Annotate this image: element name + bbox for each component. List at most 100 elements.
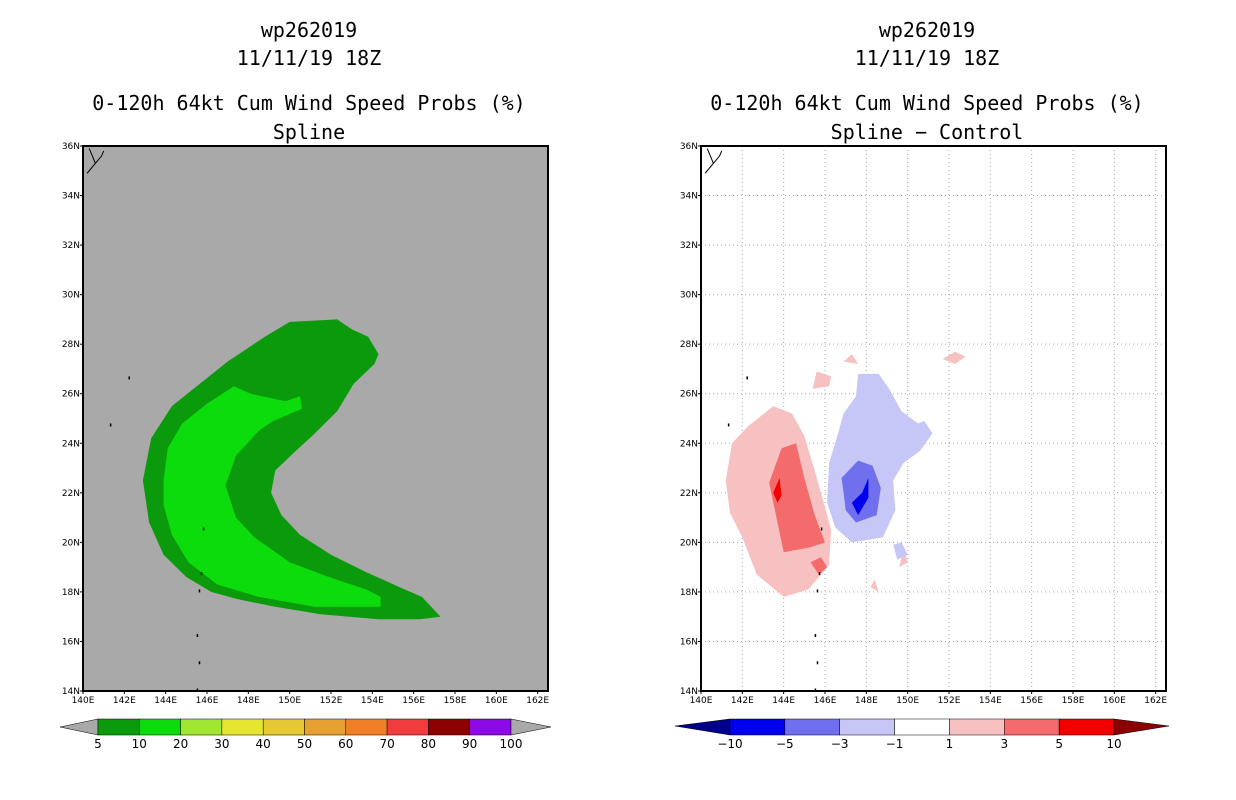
colorbar-swatch [345, 718, 388, 736]
x-tick-label: 146E [814, 696, 837, 706]
colorbar-swatch [304, 718, 347, 736]
island-marker [818, 572, 821, 576]
contour-level-1 [942, 351, 966, 364]
colorbar-label: 10 [132, 737, 147, 751]
y-tick-label: 16N [680, 637, 698, 647]
panel-difference: wp262019 11/11/19 18Z 0-120h 64kt Cum Wi… [618, 0, 1236, 800]
x-tick-label: 160E [1103, 696, 1126, 706]
contour-level-1 [812, 371, 832, 389]
contour-level-3 [769, 443, 825, 553]
x-tick-label: 156E [402, 696, 425, 706]
colorbar-swatch [1058, 718, 1115, 736]
colorbar-label: −5 [776, 737, 794, 751]
difference-map: 140E 142E 144E 146E 148E 150E 152E 154E 156E 158E… [674, 142, 1170, 751]
colorbar-label: 1 [946, 737, 954, 751]
storm-id-title: wp262019 [260, 18, 358, 42]
contour-level-1 [843, 354, 859, 364]
x-tick-label: 158E [444, 696, 467, 706]
colorbar-swatch [180, 718, 223, 736]
x-tick-label: 148E [855, 696, 878, 706]
island-marker [816, 589, 819, 593]
plot-frame [700, 145, 1167, 692]
x-tick-label: 144E [154, 696, 177, 706]
y-tick-label: 30N [62, 291, 80, 301]
contour-level-1 [870, 579, 879, 592]
colorbar-end-triangle [674, 718, 731, 736]
y-tick-label: 36N [62, 142, 80, 152]
y-tick-label: 36N [680, 142, 698, 152]
colorbar-label: 40 [256, 737, 271, 751]
x-tick-label: 152E [938, 696, 961, 706]
y-tick-label: 24N [680, 439, 698, 449]
product-title: 0-120h 64kt Cum Wind Speed Probs (%) [92, 91, 526, 115]
y-tick-label: 34N [62, 192, 80, 202]
x-tick-label: 142E [113, 696, 136, 706]
x-tick-label: 156E [1020, 696, 1043, 706]
colorbar-label: 5 [94, 737, 102, 751]
x-tick-label: 162E [1144, 696, 1167, 706]
island-marker [109, 423, 112, 427]
y-tick-label: 26N [62, 390, 80, 400]
colorbar-label: 5 [1055, 737, 1063, 751]
colorbar-swatch [139, 718, 181, 736]
contour-level-5 [773, 478, 782, 503]
probability-map: 140E 142E 144E 146E 148E 150E 152E 154E 156E 158E… [59, 142, 552, 751]
colorbar-swatch [262, 718, 305, 736]
colorbar-end-triangle [510, 718, 552, 736]
colorbar-label: 90 [462, 737, 477, 751]
contour-level-neg5 [851, 478, 869, 516]
y-tick-label: 28N [680, 340, 698, 350]
island-marker [727, 423, 730, 427]
island-marker [816, 661, 819, 665]
y-tick-label: 16N [62, 637, 80, 647]
storm-id-title: wp262019 [878, 18, 976, 42]
island-marker [198, 589, 201, 593]
x-tick-label: 162E [526, 696, 549, 706]
colorbar-swatch [221, 718, 264, 736]
x-tick-label: 160E [485, 696, 508, 706]
colorbar-label: 60 [338, 737, 353, 751]
y-tick-label: 14N [680, 687, 698, 697]
island-marker [198, 661, 201, 665]
colorbar-label: 70 [379, 737, 394, 751]
colorbar-swatch [428, 718, 470, 736]
y-tick-label: 22N [62, 489, 80, 499]
x-tick-label: 142E [731, 696, 754, 706]
island-marker [202, 527, 205, 531]
colorbar-end-triangle [59, 718, 99, 736]
plot-frame [82, 145, 549, 692]
x-tick-label: 158E [1062, 696, 1085, 706]
y-tick-label: 20N [680, 538, 698, 548]
colorbar-label: 10 [1106, 737, 1121, 751]
colorbar-end-triangle [1113, 718, 1170, 736]
island-marker [814, 634, 817, 638]
y-tick-label: 20N [62, 538, 80, 548]
x-tick-label: 140E [690, 696, 713, 706]
y-tick-label: 32N [680, 241, 698, 251]
colorbar-swatch [1004, 718, 1060, 736]
contour-level-1 [899, 547, 908, 568]
y-tick-label: 24N [62, 439, 80, 449]
panel-subtitle: Spline − Control [830, 120, 1024, 144]
x-tick-label: 150E [896, 696, 919, 706]
island-marker [196, 634, 199, 638]
colorbar-swatch [386, 718, 429, 736]
x-tick-label: 140E [72, 696, 95, 706]
colorbar-swatch [784, 718, 840, 736]
colorbar-label: 3 [1000, 737, 1008, 751]
contour-level-neg3 [841, 460, 881, 523]
colorbar-label: 50 [297, 737, 312, 751]
x-tick-label: 154E [361, 696, 384, 706]
x-tick-label: 152E [320, 696, 343, 706]
colorbar-swatch [97, 718, 140, 736]
y-tick-label: 18N [680, 588, 698, 598]
colorbar-swatch [729, 718, 786, 736]
y-tick-label: 26N [680, 390, 698, 400]
colorbar-label: 100 [500, 737, 523, 751]
x-tick-label: 150E [278, 696, 301, 706]
y-tick-label: 34N [680, 192, 698, 202]
y-tick-label: 28N [62, 340, 80, 350]
colorbar-swatch [469, 718, 512, 736]
y-tick-label: 30N [680, 291, 698, 301]
colorbar-swatch [949, 718, 1005, 736]
